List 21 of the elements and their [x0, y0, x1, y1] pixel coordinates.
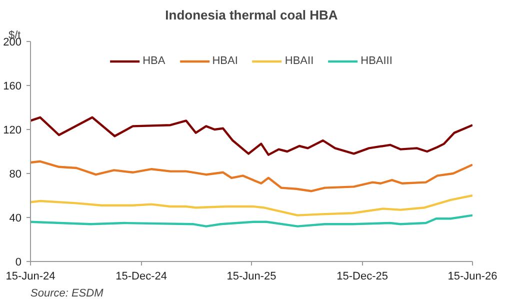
y-tick-label: 40	[9, 212, 22, 224]
legend-label: HBAI	[212, 55, 238, 67]
x-tick-label: 15-Dec-24	[116, 270, 167, 282]
y-tick-label: 80	[9, 168, 22, 180]
line-series	[30, 116, 472, 156]
x-tick-label: 15-Dec-25	[336, 270, 388, 282]
y-tick-label: 160	[3, 80, 22, 92]
legend-label: HBA	[142, 55, 166, 67]
x-tick-label: 15-Jun-26	[448, 270, 498, 282]
x-tick-label: 15-Jun-25	[226, 270, 276, 282]
legend-label: HBAII	[284, 55, 314, 67]
line-series	[30, 194, 472, 216]
x-tick-label: 15-Jun-24	[6, 270, 56, 282]
y-tick-label: 200	[3, 36, 22, 48]
chart-title: Indonesia thermal coal HBA	[165, 8, 338, 22]
y-tick-label: 0	[15, 256, 22, 268]
line-series	[30, 214, 472, 228]
legend-label: HBAIII	[360, 55, 392, 67]
y-tick-label: 120	[3, 124, 22, 136]
line-series	[30, 160, 472, 192]
source-note: Source: ESDM	[30, 288, 104, 299]
